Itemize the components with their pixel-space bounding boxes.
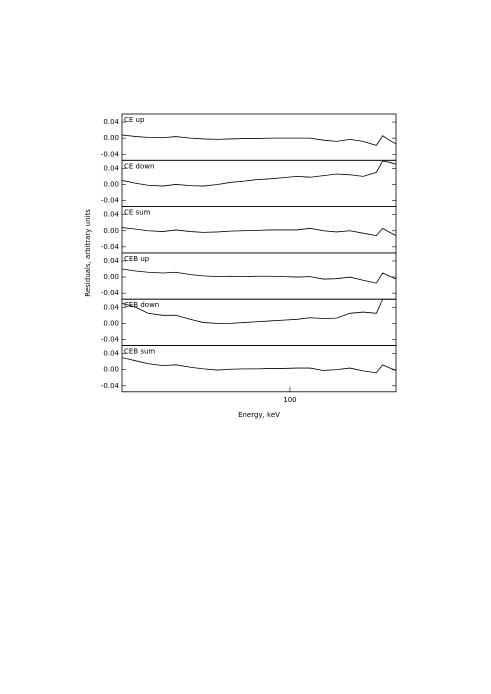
y-tick-label: 0.00 (103, 180, 119, 188)
y-tick-label: 0.04 (103, 257, 119, 265)
residual-line (122, 227, 396, 237)
panel-frame (121, 113, 397, 161)
residual-line (122, 357, 396, 374)
panel-title: CE down (124, 162, 154, 170)
y-axis-label: Residuals, arbitrary units (84, 209, 92, 297)
residual-line (122, 299, 396, 324)
y-tick-label: 0.00 (103, 134, 119, 142)
residual-line (122, 134, 396, 146)
residual-line (122, 268, 396, 284)
x-tick-label: 100 (283, 396, 296, 404)
y-tick-label: 0.04 (103, 350, 119, 358)
y-tick-label: 0.00 (103, 273, 119, 281)
y-tick-label: 0.00 (103, 227, 119, 235)
panel-title: CEB up (124, 255, 150, 263)
x-axis-label: Energy, keV (238, 411, 280, 419)
panel-frame (121, 345, 397, 393)
y-tick-label: 0.04 (103, 118, 119, 126)
y-tick-label: 0.04 (103, 303, 119, 311)
panel-title: CE sum (124, 209, 151, 217)
y-tick-label: -0.04 (101, 150, 120, 158)
residual-line (122, 160, 396, 187)
y-tick-label: 0.04 (103, 164, 119, 172)
panel-title: CEB down (124, 301, 159, 309)
y-tick-label: 0.00 (103, 366, 119, 374)
y-tick-label: -0.04 (101, 289, 120, 297)
panel-frame (121, 159, 397, 208)
y-tick-label: 0.04 (103, 211, 119, 219)
y-tick-label: -0.04 (101, 197, 120, 205)
panel-frame (121, 298, 397, 346)
y-tick-label: 0.00 (103, 319, 119, 327)
y-tick-label: -0.04 (101, 243, 120, 251)
panel-frame (121, 206, 397, 254)
panel-title: CE up (124, 116, 145, 124)
y-tick-label: -0.04 (101, 335, 120, 343)
y-tick-label: -0.04 (101, 382, 120, 390)
panel-title: CEB sum (124, 348, 155, 356)
